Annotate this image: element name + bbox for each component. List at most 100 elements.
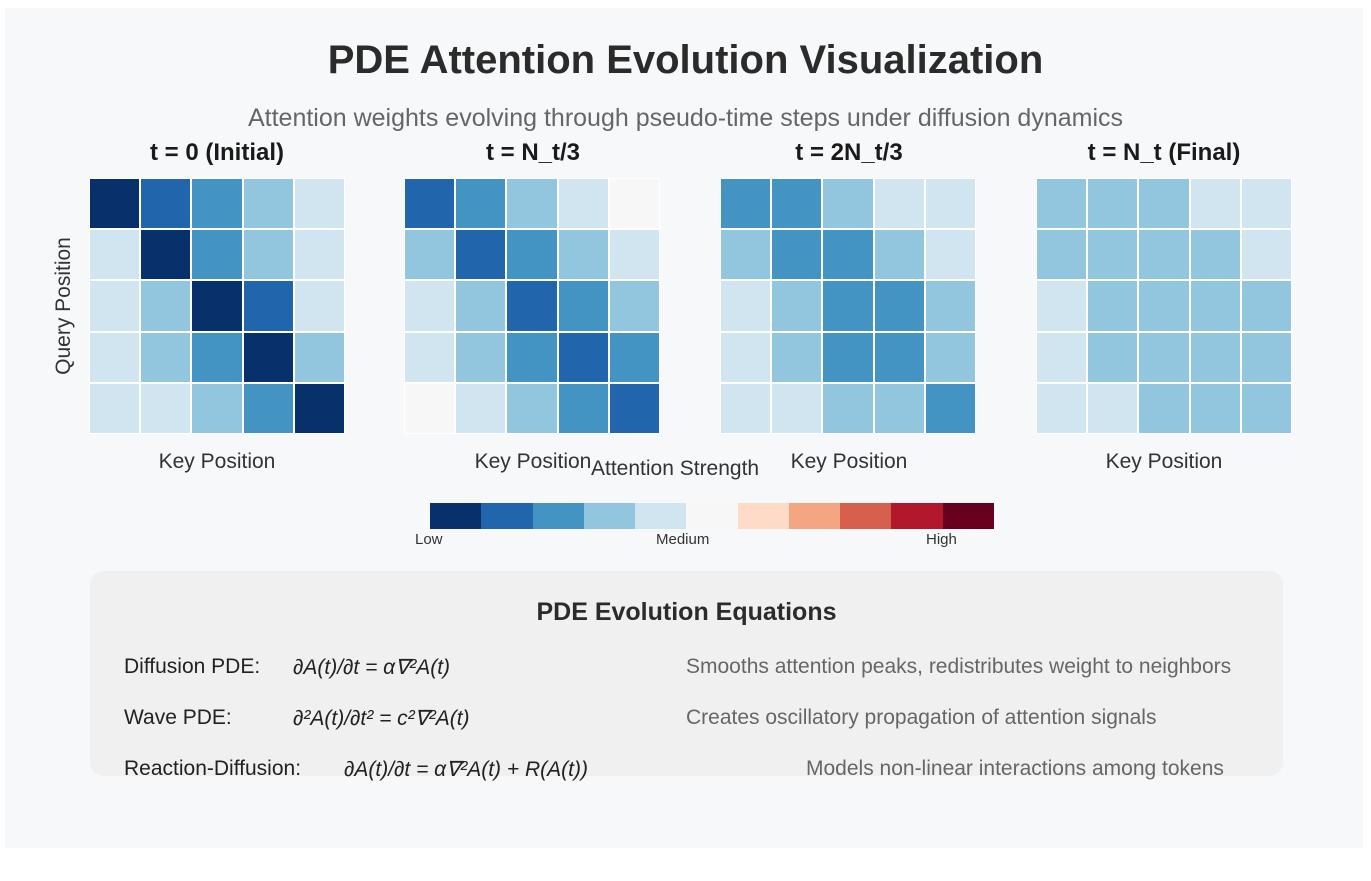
equation-description-wave: Creates oscillatory propagation of atten… — [686, 706, 1157, 729]
heatmap-cell — [506, 229, 558, 281]
heatmap-cell — [771, 178, 823, 230]
equations-panel — [90, 571, 1283, 776]
colorbar-tick-low: Low — [415, 531, 443, 548]
heatmap-cell — [720, 382, 772, 434]
heatmap-cell — [455, 178, 507, 230]
heatmap-final — [1036, 178, 1292, 434]
heatmap-cell — [404, 178, 456, 230]
heatmap-third — [404, 178, 660, 434]
heatmap-cell — [89, 382, 141, 434]
heatmap-title-initial: t = 0 (Initial) — [149, 139, 284, 166]
heatmap-cell — [89, 331, 141, 383]
colorbar-tick-high: High — [926, 531, 957, 548]
heatmap-cell — [924, 382, 976, 434]
heatmap-cell — [89, 178, 141, 230]
heatmap-cell — [720, 331, 772, 383]
heatmap-cell — [455, 382, 507, 434]
colorbar-swatch — [891, 503, 944, 529]
heatmap-cell — [1138, 382, 1190, 434]
heatmap-cell — [1138, 280, 1190, 332]
heatmap-cell — [1240, 229, 1292, 281]
heatmap-cell — [1087, 382, 1139, 434]
heatmap-cell — [455, 331, 507, 383]
heatmap-initial — [89, 178, 345, 434]
heatmap-cell — [191, 178, 243, 230]
colorbar — [430, 503, 995, 529]
heatmap-cell — [557, 382, 609, 434]
heatmap-cell — [1036, 178, 1088, 230]
equation-description-reaction-diffusion: Models non-linear interactions among tok… — [806, 757, 1224, 780]
heatmap-cell — [1036, 331, 1088, 383]
colorbar-swatch — [583, 503, 636, 529]
heatmap-cell — [404, 382, 456, 434]
heatmap-cell — [608, 382, 660, 434]
heatmap-cell — [191, 382, 243, 434]
colorbar-swatch — [942, 503, 995, 529]
heatmap-cell — [1036, 382, 1088, 434]
y-axis-label: Query Position — [52, 237, 75, 375]
heatmap-cell — [1240, 178, 1292, 230]
colorbar-swatch — [635, 503, 687, 529]
heatmap-cell — [924, 178, 976, 230]
heatmap-cell — [140, 178, 192, 230]
heatmap-cell — [873, 331, 925, 383]
heatmap-cell — [1189, 382, 1241, 434]
heatmap-cell — [771, 382, 823, 434]
heatmap-cell — [1240, 280, 1292, 332]
equation-description-diffusion: Smooths attention peaks, redistributes w… — [686, 655, 1232, 678]
heatmap-cell — [608, 331, 660, 383]
heatmap-cell — [1189, 178, 1241, 230]
heatmap-cell — [771, 331, 823, 383]
heatmap-cell — [140, 331, 192, 383]
page-title: PDE Attention Evolution Visualization — [327, 38, 1044, 82]
heatmap-two-thirds — [720, 178, 976, 434]
heatmap-cell — [1087, 280, 1139, 332]
heatmap-cell — [293, 382, 345, 434]
equations-title: PDE Evolution Equations — [536, 598, 837, 626]
heatmap-cell — [293, 280, 345, 332]
heatmap-cell — [293, 178, 345, 230]
heatmap-cell — [822, 331, 874, 383]
heatmap-cell — [89, 229, 141, 281]
equation-formula-diffusion: ∂A(t)/∂t = α∇²A(t) — [293, 656, 451, 679]
heatmap-cell — [1087, 331, 1139, 383]
x-axis-label-initial: Key Position — [158, 450, 276, 473]
heatmap-cell — [140, 280, 192, 332]
heatmap-cell — [242, 382, 294, 434]
heatmap-cell — [242, 280, 294, 332]
heatmap-cell — [1240, 382, 1292, 434]
heatmap-cell — [140, 382, 192, 434]
heatmap-cell — [822, 280, 874, 332]
colorbar-swatch — [840, 503, 892, 529]
colorbar-swatch — [481, 503, 534, 529]
heatmap-cell — [242, 331, 294, 383]
heatmap-cell — [293, 331, 345, 383]
heatmap-cell — [873, 280, 925, 332]
equation-name-diffusion: Diffusion PDE: — [124, 655, 261, 678]
equation-formula-wave: ∂²A(t)/∂t² = c²∇²A(t) — [293, 707, 470, 730]
heatmap-cell — [404, 280, 456, 332]
colorbar-swatch — [737, 503, 790, 529]
heatmap-cell — [191, 280, 243, 332]
heatmap-cell — [191, 229, 243, 281]
heatmap-cell — [1087, 178, 1139, 230]
x-axis-label-two-thirds: Key Position — [790, 450, 908, 473]
heatmap-cell — [924, 229, 976, 281]
equation-formula-reaction-diffusion: ∂A(t)/∂t = α∇²A(t) + R(A(t)) — [344, 758, 588, 781]
page-subtitle: Attention weights evolving through pseud… — [247, 104, 1124, 132]
heatmap-cell — [455, 280, 507, 332]
heatmap-title-third: t = N_t/3 — [485, 139, 581, 166]
heatmap-cell — [404, 331, 456, 383]
heatmap-cell — [822, 229, 874, 281]
heatmap-cell — [506, 178, 558, 230]
heatmap-cell — [506, 280, 558, 332]
heatmap-cell — [822, 382, 874, 434]
heatmap-cell — [771, 280, 823, 332]
heatmap-cell — [455, 229, 507, 281]
heatmap-cell — [506, 331, 558, 383]
heatmap-cell — [1138, 229, 1190, 281]
heatmap-cell — [506, 382, 558, 434]
heatmap-title-two-thirds: t = 2N_t/3 — [795, 139, 903, 166]
heatmap-cell — [720, 229, 772, 281]
heatmap-cell — [608, 280, 660, 332]
